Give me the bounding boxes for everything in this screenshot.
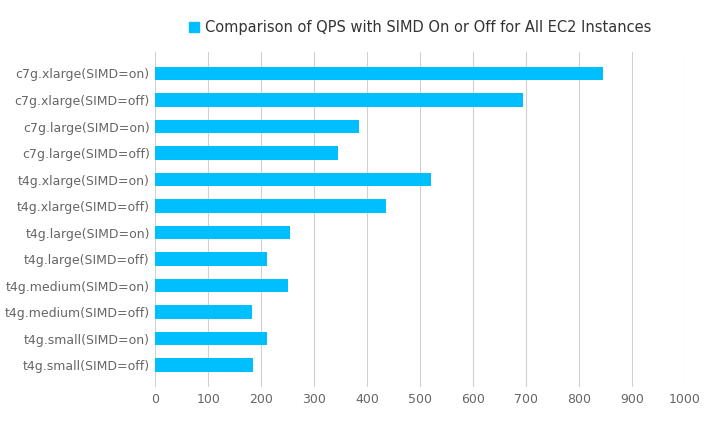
Bar xyxy=(155,359,253,372)
Bar xyxy=(155,67,603,80)
Bar xyxy=(155,173,431,186)
Bar xyxy=(155,305,252,319)
Bar xyxy=(155,279,288,292)
Bar xyxy=(155,120,359,133)
Bar xyxy=(155,200,385,213)
Legend: Comparison of QPS with SIMD On or Off for All EC2 Instances: Comparison of QPS with SIMD On or Off fo… xyxy=(189,20,651,35)
Bar xyxy=(155,252,267,266)
Bar xyxy=(155,93,523,107)
Bar xyxy=(155,146,338,160)
Bar xyxy=(155,226,290,239)
Bar xyxy=(155,332,267,345)
